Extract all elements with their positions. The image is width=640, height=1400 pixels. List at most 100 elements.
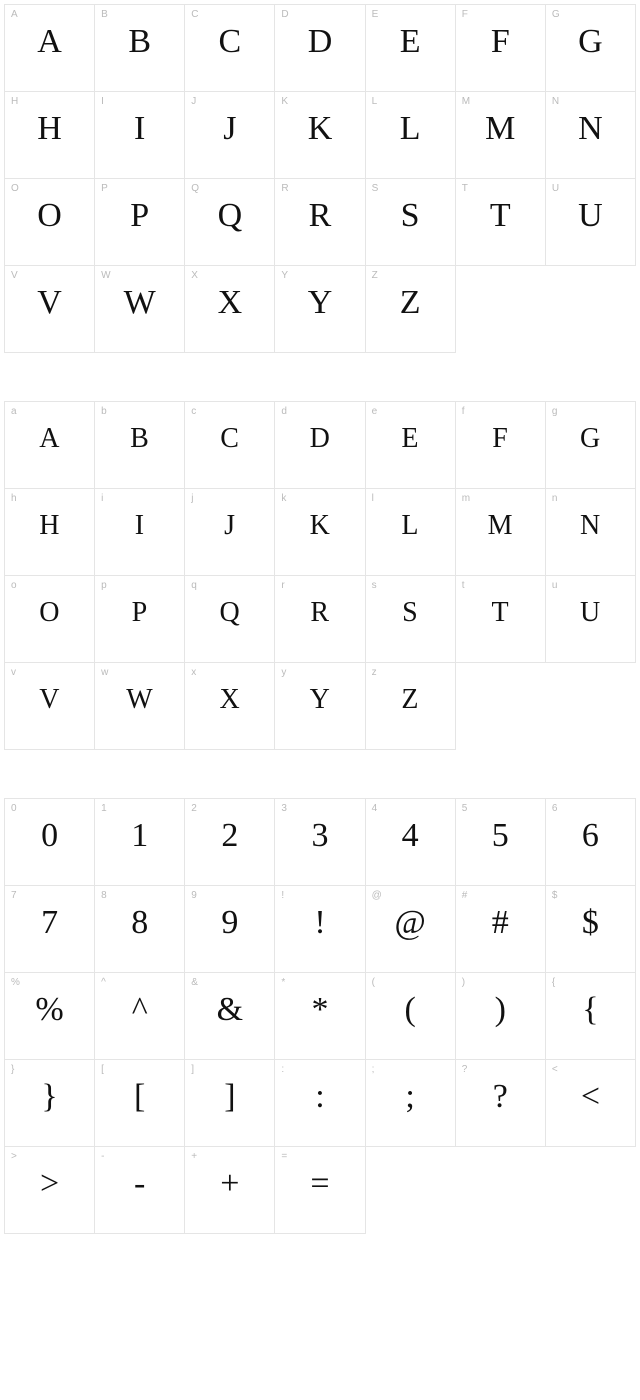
glyph-label: h: [11, 493, 17, 504]
glyph-display: A: [39, 423, 60, 455]
glyph-display: Y: [308, 284, 333, 322]
glyph-display: D: [310, 423, 331, 455]
glyph-label: n: [552, 493, 558, 504]
glyph-cell: VV: [5, 266, 95, 353]
empty-cell: [456, 1147, 546, 1233]
glyph-display: S: [402, 597, 418, 629]
glyph-cell: )): [456, 973, 546, 1060]
glyph-display: D: [308, 23, 333, 61]
glyph-label: Z: [372, 270, 378, 281]
glyph-label: 4: [372, 803, 378, 814]
glyph-label: U: [552, 183, 559, 194]
glyph-cell: !!: [275, 886, 365, 973]
glyph-display: O: [39, 597, 60, 629]
glyph-display: R: [309, 197, 332, 235]
glyph-cell: 33: [275, 799, 365, 886]
glyph-cell: --: [95, 1147, 185, 1234]
glyph-label: x: [191, 667, 196, 678]
glyph-cell: II: [95, 92, 185, 179]
glyph-cell: yY: [275, 663, 365, 750]
empty-cell: [546, 663, 636, 749]
glyph-display: =: [310, 1165, 329, 1203]
glyph-label: 8: [101, 890, 107, 901]
glyph-label: 5: [462, 803, 468, 814]
glyph-label: L: [372, 96, 378, 107]
glyph-cell: nN: [546, 489, 636, 576]
glyph-label: ^: [101, 977, 106, 988]
glyph-display: @: [394, 904, 425, 942]
glyph-cell: [[: [95, 1060, 185, 1147]
glyph-label: e: [372, 406, 378, 417]
glyph-cell: jJ: [185, 489, 275, 576]
glyph-display: -: [134, 1165, 145, 1203]
glyph-label: K: [281, 96, 288, 107]
glyph-display: 5: [492, 817, 509, 855]
glyph-display: >: [40, 1165, 59, 1203]
glyph-cell: EE: [366, 5, 456, 92]
glyph-display: X: [219, 684, 240, 716]
glyph-label: $: [552, 890, 558, 901]
glyph-display: :: [315, 1078, 324, 1116]
glyph-display: X: [218, 284, 243, 322]
glyph-label: v: [11, 667, 16, 678]
glyph-cell: vV: [5, 663, 95, 750]
glyph-display: 9: [221, 904, 238, 942]
glyph-label: ?: [462, 1064, 468, 1075]
glyph-display: J: [224, 510, 235, 542]
glyph-display: T: [491, 597, 509, 629]
glyph-label: -: [101, 1151, 104, 1162]
glyph-cell: 66: [546, 799, 636, 886]
glyph-cell: >>: [5, 1147, 95, 1234]
glyph-cell: CC: [185, 5, 275, 92]
glyph-cell: JJ: [185, 92, 275, 179]
glyph-cell: FF: [456, 5, 546, 92]
glyph-label: V: [11, 270, 18, 281]
glyph-display: ^: [132, 991, 148, 1029]
glyph-display: E: [401, 423, 419, 455]
glyph-display: F: [492, 423, 508, 455]
glyph-display: W: [126, 684, 153, 716]
glyph-cell: hH: [5, 489, 95, 576]
glyph-cell: @@: [366, 886, 456, 973]
glyph-cell: 11: [95, 799, 185, 886]
glyph-display: L: [401, 510, 419, 542]
glyph-cell: <<: [546, 1060, 636, 1147]
glyph-label: B: [101, 9, 108, 20]
glyph-label: =: [281, 1151, 287, 1162]
glyph-label: Q: [191, 183, 199, 194]
empty-cell: [366, 1147, 456, 1233]
glyph-cell: 55: [456, 799, 546, 886]
glyph-cell: PP: [95, 179, 185, 266]
glyph-cell: fF: [456, 402, 546, 489]
glyph-display: 3: [311, 817, 328, 855]
glyph-cell: 44: [366, 799, 456, 886]
glyph-display: ]: [224, 1078, 235, 1116]
glyph-display: +: [220, 1165, 239, 1203]
glyph-label: l: [372, 493, 374, 504]
glyph-display: V: [39, 684, 60, 716]
glyph-cell: GG: [546, 5, 636, 92]
glyph-cell: zZ: [366, 663, 456, 750]
glyph-label: c: [191, 406, 196, 417]
glyph-cell: KK: [275, 92, 365, 179]
glyph-display: N: [580, 510, 601, 542]
glyph-display: Y: [310, 684, 331, 716]
glyph-cell: qQ: [185, 576, 275, 663]
glyph-cell: ]]: [185, 1060, 275, 1147]
glyph-label: &: [191, 977, 198, 988]
glyph-label: 7: [11, 890, 17, 901]
glyph-label: 1: [101, 803, 107, 814]
glyph-display: $: [582, 904, 599, 942]
glyph-display: Z: [401, 684, 419, 716]
glyph-display: {: [582, 991, 598, 1029]
glyph-label: w: [101, 667, 108, 678]
glyph-display: U: [580, 597, 601, 629]
empty-cell: [546, 266, 636, 352]
glyph-label: t: [462, 580, 465, 591]
glyph-cell: mM: [456, 489, 546, 576]
glyph-display: K: [310, 510, 331, 542]
glyph-display: U: [578, 197, 603, 235]
glyph-display: P: [130, 197, 149, 235]
glyph-chart-container: AABBCCDDEEFFGGHHIIJJKKLLMMNNOOPPQQRRSSTT…: [0, 0, 640, 1238]
glyph-cell: $$: [546, 886, 636, 973]
